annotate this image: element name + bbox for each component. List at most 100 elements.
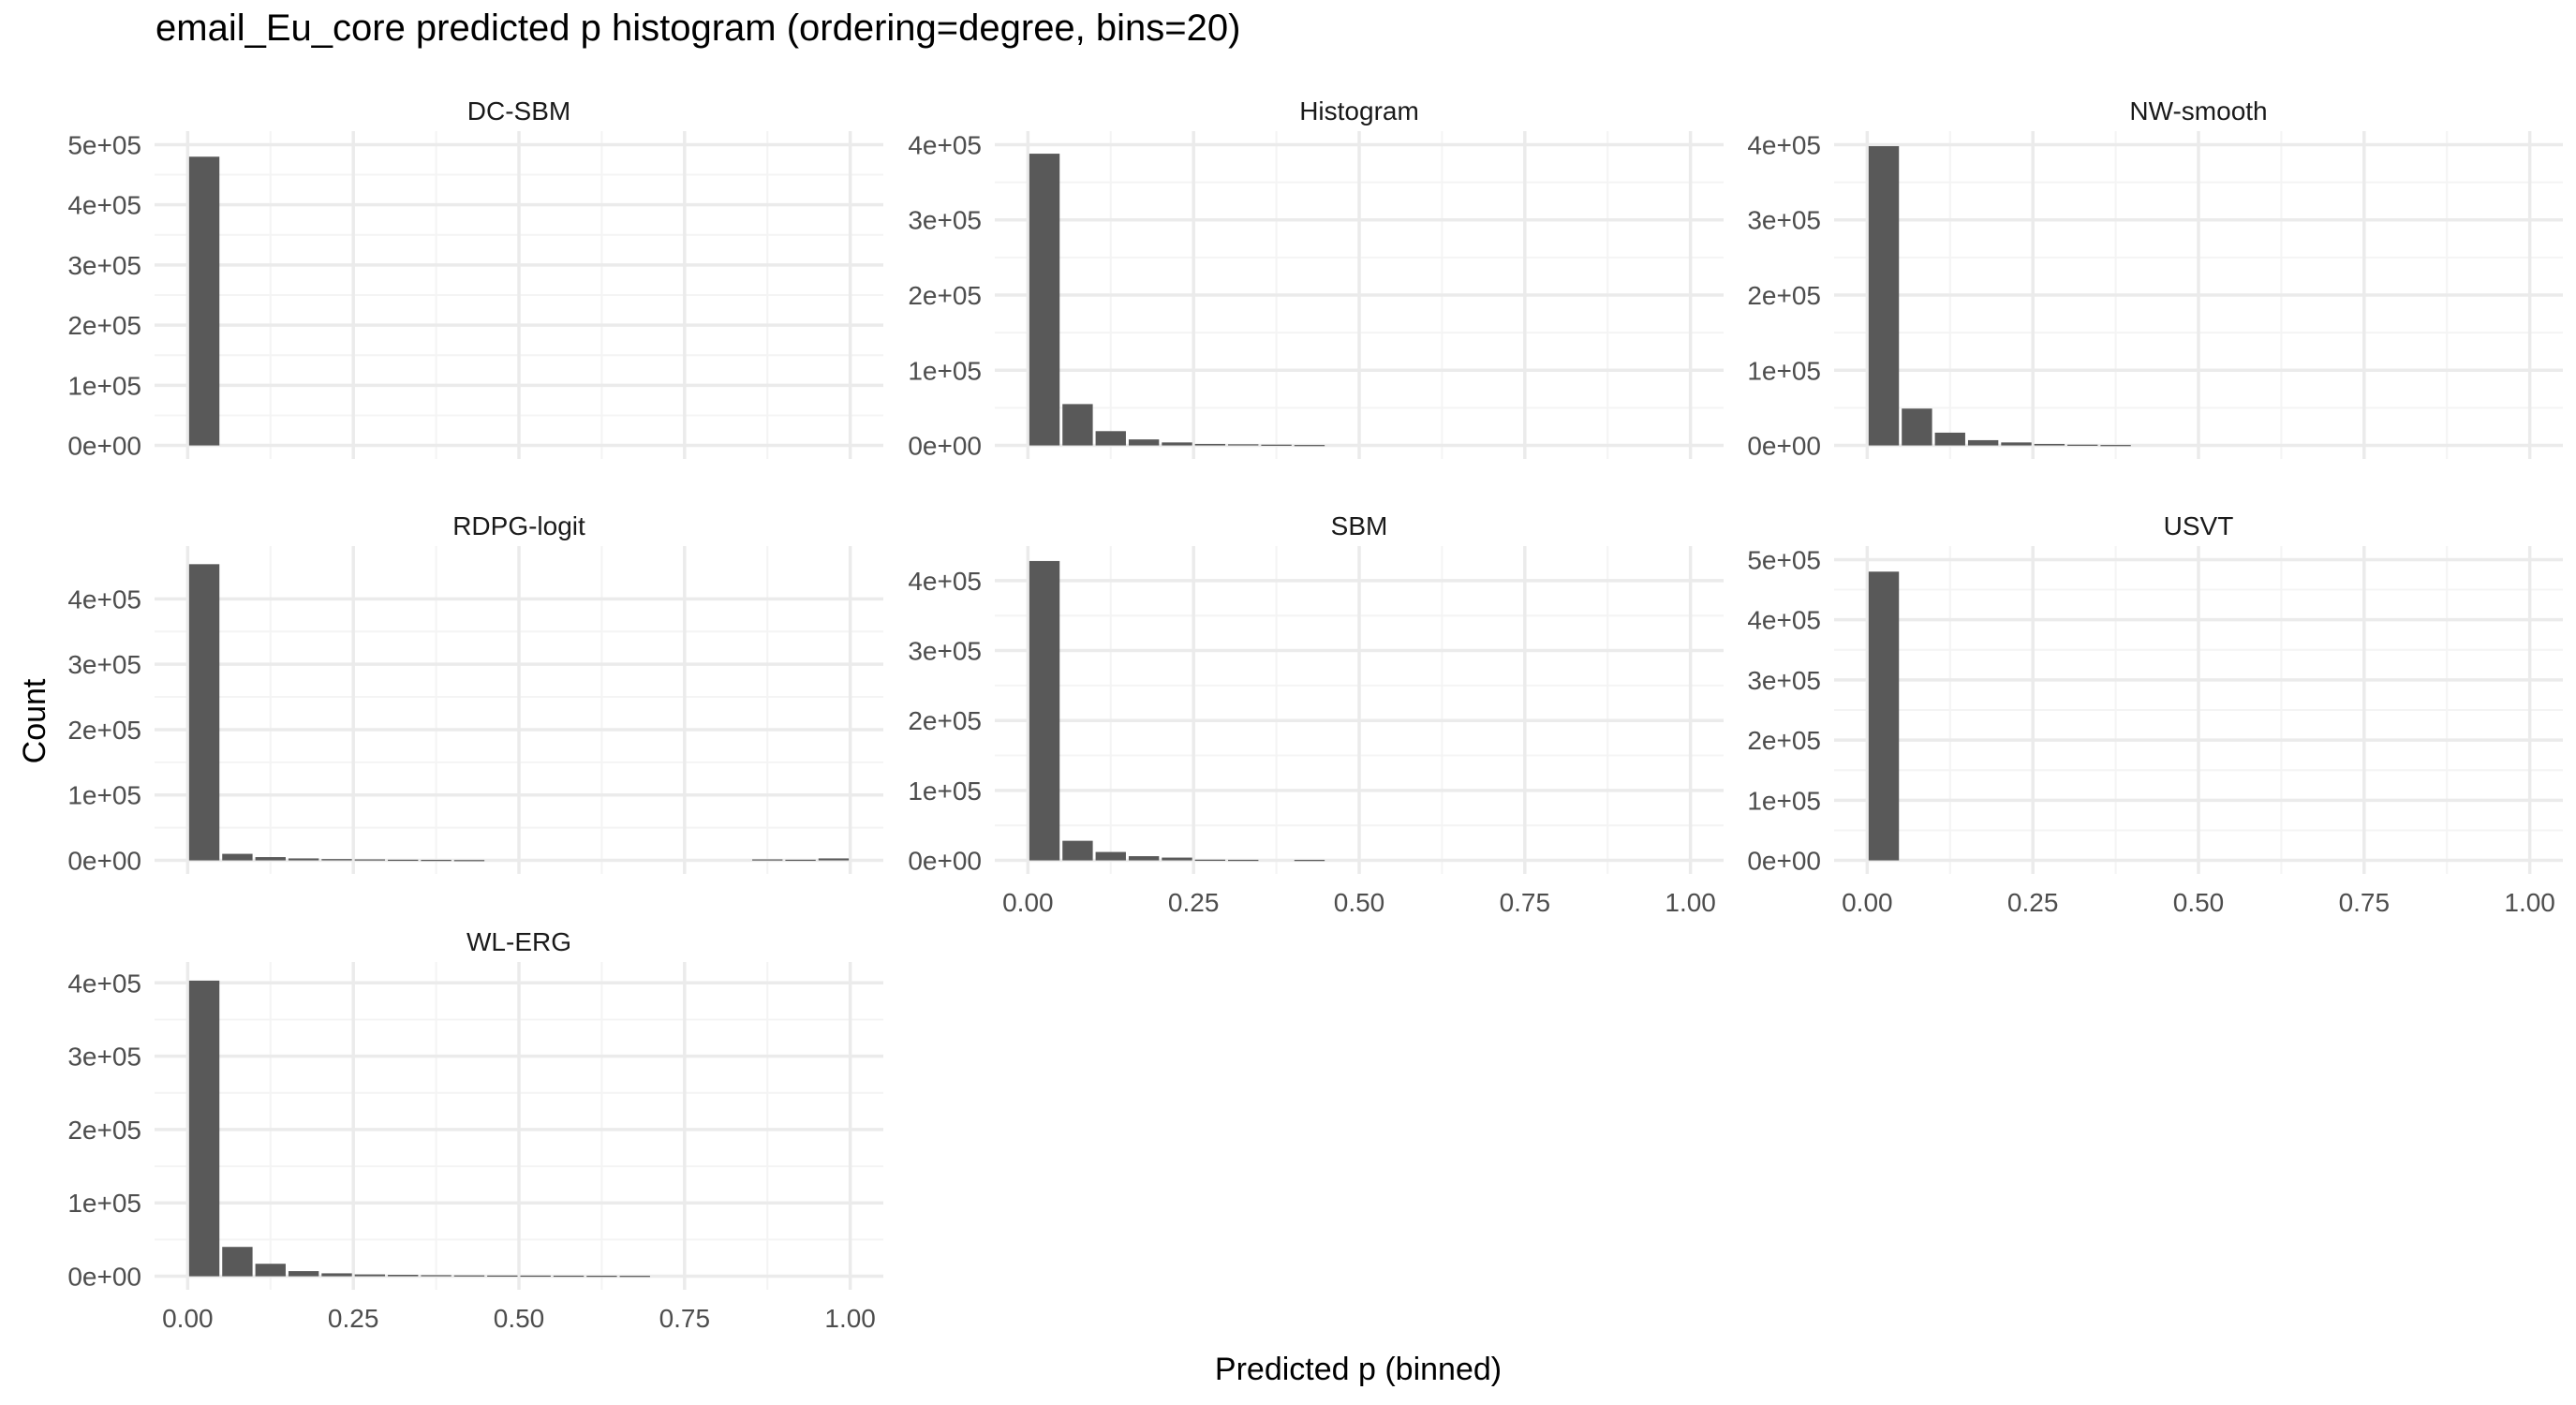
- y-tick-label: 3e+05: [1747, 666, 1821, 695]
- histogram-bar: [321, 859, 352, 861]
- x-tick-label: 0.25: [2007, 888, 2059, 917]
- y-tick-label: 1e+05: [67, 371, 141, 400]
- y-tick-label: 3e+05: [908, 637, 982, 666]
- y-tick-label: 2e+05: [67, 1116, 141, 1145]
- histogram-bar: [1128, 439, 1160, 446]
- histogram-bar: [453, 860, 485, 862]
- x-tick-label: 1.00: [824, 1304, 876, 1333]
- histogram-bar: [1162, 857, 1192, 861]
- y-tick-label: 3e+05: [67, 650, 141, 679]
- y-tick-label: 0e+00: [1747, 847, 1821, 876]
- facet-panel-wl-erg: WL-ERG 0e+00 1e+05 2e+05 3e+05 4e+05 0.00 0.25 0…: [67, 927, 883, 1333]
- histogram-bar: [1294, 860, 1325, 862]
- facet-panel-dc-sbm: DC-SBM 0e+00 1e+05 2e+05 3e+05 4e+05 5e+05: [67, 96, 883, 461]
- y-tick-label: 0e+00: [1747, 432, 1821, 461]
- y-tick-label: 2e+05: [908, 706, 982, 735]
- histogram-bar: [288, 1271, 319, 1277]
- y-tick-label: 4e+05: [1747, 130, 1821, 159]
- histogram-bar: [1868, 571, 1900, 861]
- histogram-bar: [188, 156, 220, 446]
- y-tick-label: 3e+05: [67, 1043, 141, 1072]
- histogram-bar: [188, 564, 220, 861]
- y-tick-label: 0e+00: [908, 432, 982, 461]
- facet-strip-label: RDPG-logit: [452, 511, 585, 540]
- histogram-bar: [388, 859, 419, 862]
- histogram-bar: [1062, 840, 1093, 861]
- y-tick-label: 4e+05: [908, 567, 982, 596]
- histogram-bar: [2001, 442, 2032, 446]
- histogram-bar: [553, 1275, 585, 1278]
- histogram-bar: [2100, 445, 2131, 447]
- facet-panel-histogram: Histogram 0e+00 1e+05 2e+05 3e+05 4e+05: [908, 96, 1724, 461]
- facet-strip-label: Histogram: [1299, 96, 1419, 126]
- y-tick-label: 5e+05: [67, 130, 141, 159]
- x-tick-label: 0.25: [328, 1304, 379, 1333]
- histogram-bar: [586, 1276, 617, 1278]
- histogram-bar: [520, 1275, 551, 1278]
- histogram-bar: [354, 1274, 386, 1277]
- x-tick-label: 0.75: [659, 1304, 711, 1333]
- y-tick-label: 5e+05: [1747, 545, 1821, 574]
- histogram-bar: [1228, 859, 1259, 862]
- y-tick-label: 3e+05: [67, 251, 141, 280]
- facet-panel-nw-smooth: NW-smooth 0e+00 1e+05 2e+05 3e+05 4e+05: [1747, 96, 2563, 461]
- y-tick-label: 4e+05: [67, 584, 141, 614]
- histogram-bar: [619, 1276, 650, 1278]
- facet-strip-label: NW-smooth: [2129, 96, 2267, 126]
- histogram-bar: [1029, 154, 1060, 446]
- y-tick-label: 1e+05: [67, 1189, 141, 1218]
- y-tick-label: 3e+05: [1747, 206, 1821, 235]
- x-tick-label: 0.00: [1842, 888, 1893, 917]
- histogram-bar: [752, 859, 783, 861]
- histogram-bar: [288, 858, 319, 861]
- histogram-bar: [1062, 404, 1093, 446]
- histogram-bar: [222, 853, 253, 861]
- histogram-bar: [818, 858, 850, 861]
- y-tick-label: 1e+05: [1747, 786, 1821, 815]
- histogram-bar: [255, 1264, 286, 1277]
- histogram-bar: [354, 859, 386, 861]
- facet-panels: DC-SBM 0e+00 1e+05 2e+05 3e+05 4e+05 5e+05 Hist…: [67, 96, 2563, 1333]
- y-tick-label: 1e+05: [67, 781, 141, 810]
- y-tick-label: 4e+05: [1747, 606, 1821, 635]
- histogram-bar: [1294, 445, 1325, 447]
- x-tick-label: 0.25: [1168, 888, 1220, 917]
- y-tick-label: 0e+00: [908, 847, 982, 876]
- facet-panel-rdpg-logit: RDPG-logit 0e+00 1e+05 2e+05 3e+05 4e+05: [67, 511, 883, 876]
- histogram-bar: [388, 1274, 419, 1277]
- histogram-bar: [1194, 443, 1226, 446]
- histogram-bar: [1162, 442, 1192, 446]
- x-tick-label: 0.50: [1334, 888, 1385, 917]
- histogram-bar: [785, 859, 816, 862]
- y-tick-label: 2e+05: [67, 716, 141, 745]
- facet-strip-label: DC-SBM: [467, 96, 570, 126]
- histogram-bar: [1261, 444, 1292, 446]
- y-tick-label: 0e+00: [67, 432, 141, 461]
- x-tick-label: 0.50: [494, 1304, 545, 1333]
- histogram-bar: [453, 1275, 485, 1277]
- y-tick-label: 2e+05: [1747, 281, 1821, 310]
- y-tick-label: 1e+05: [908, 776, 982, 806]
- facet-panel-sbm: SBM 0e+00 1e+05 2e+05 3e+05 4e+05 0.00 0.25 0.50…: [908, 511, 1724, 917]
- y-tick-label: 4e+05: [67, 191, 141, 220]
- y-tick-label: 4e+05: [908, 130, 982, 159]
- y-tick-label: 2e+05: [908, 281, 982, 310]
- facet-strip-label: WL-ERG: [466, 927, 571, 956]
- histogram-bar: [1095, 851, 1126, 861]
- x-axis-title: Predicted p (binned): [1215, 1352, 1502, 1387]
- histogram-bar: [1194, 859, 1226, 862]
- y-axis-title: Count: [17, 678, 52, 763]
- histogram-bar: [188, 980, 220, 1277]
- y-tick-label: 4e+05: [67, 969, 141, 998]
- x-tick-label: 1.00: [2504, 888, 2555, 917]
- y-tick-label: 3e+05: [908, 206, 982, 235]
- x-tick-label: 0.00: [162, 1304, 214, 1333]
- y-tick-label: 0e+00: [67, 847, 141, 876]
- x-tick-label: 1.00: [1665, 888, 1716, 917]
- histogram-bar: [1934, 432, 1965, 446]
- facet-strip-label: USVT: [2164, 511, 2234, 540]
- histogram-bar: [255, 857, 286, 861]
- y-tick-label: 1e+05: [908, 356, 982, 385]
- histogram-bar: [2034, 443, 2065, 446]
